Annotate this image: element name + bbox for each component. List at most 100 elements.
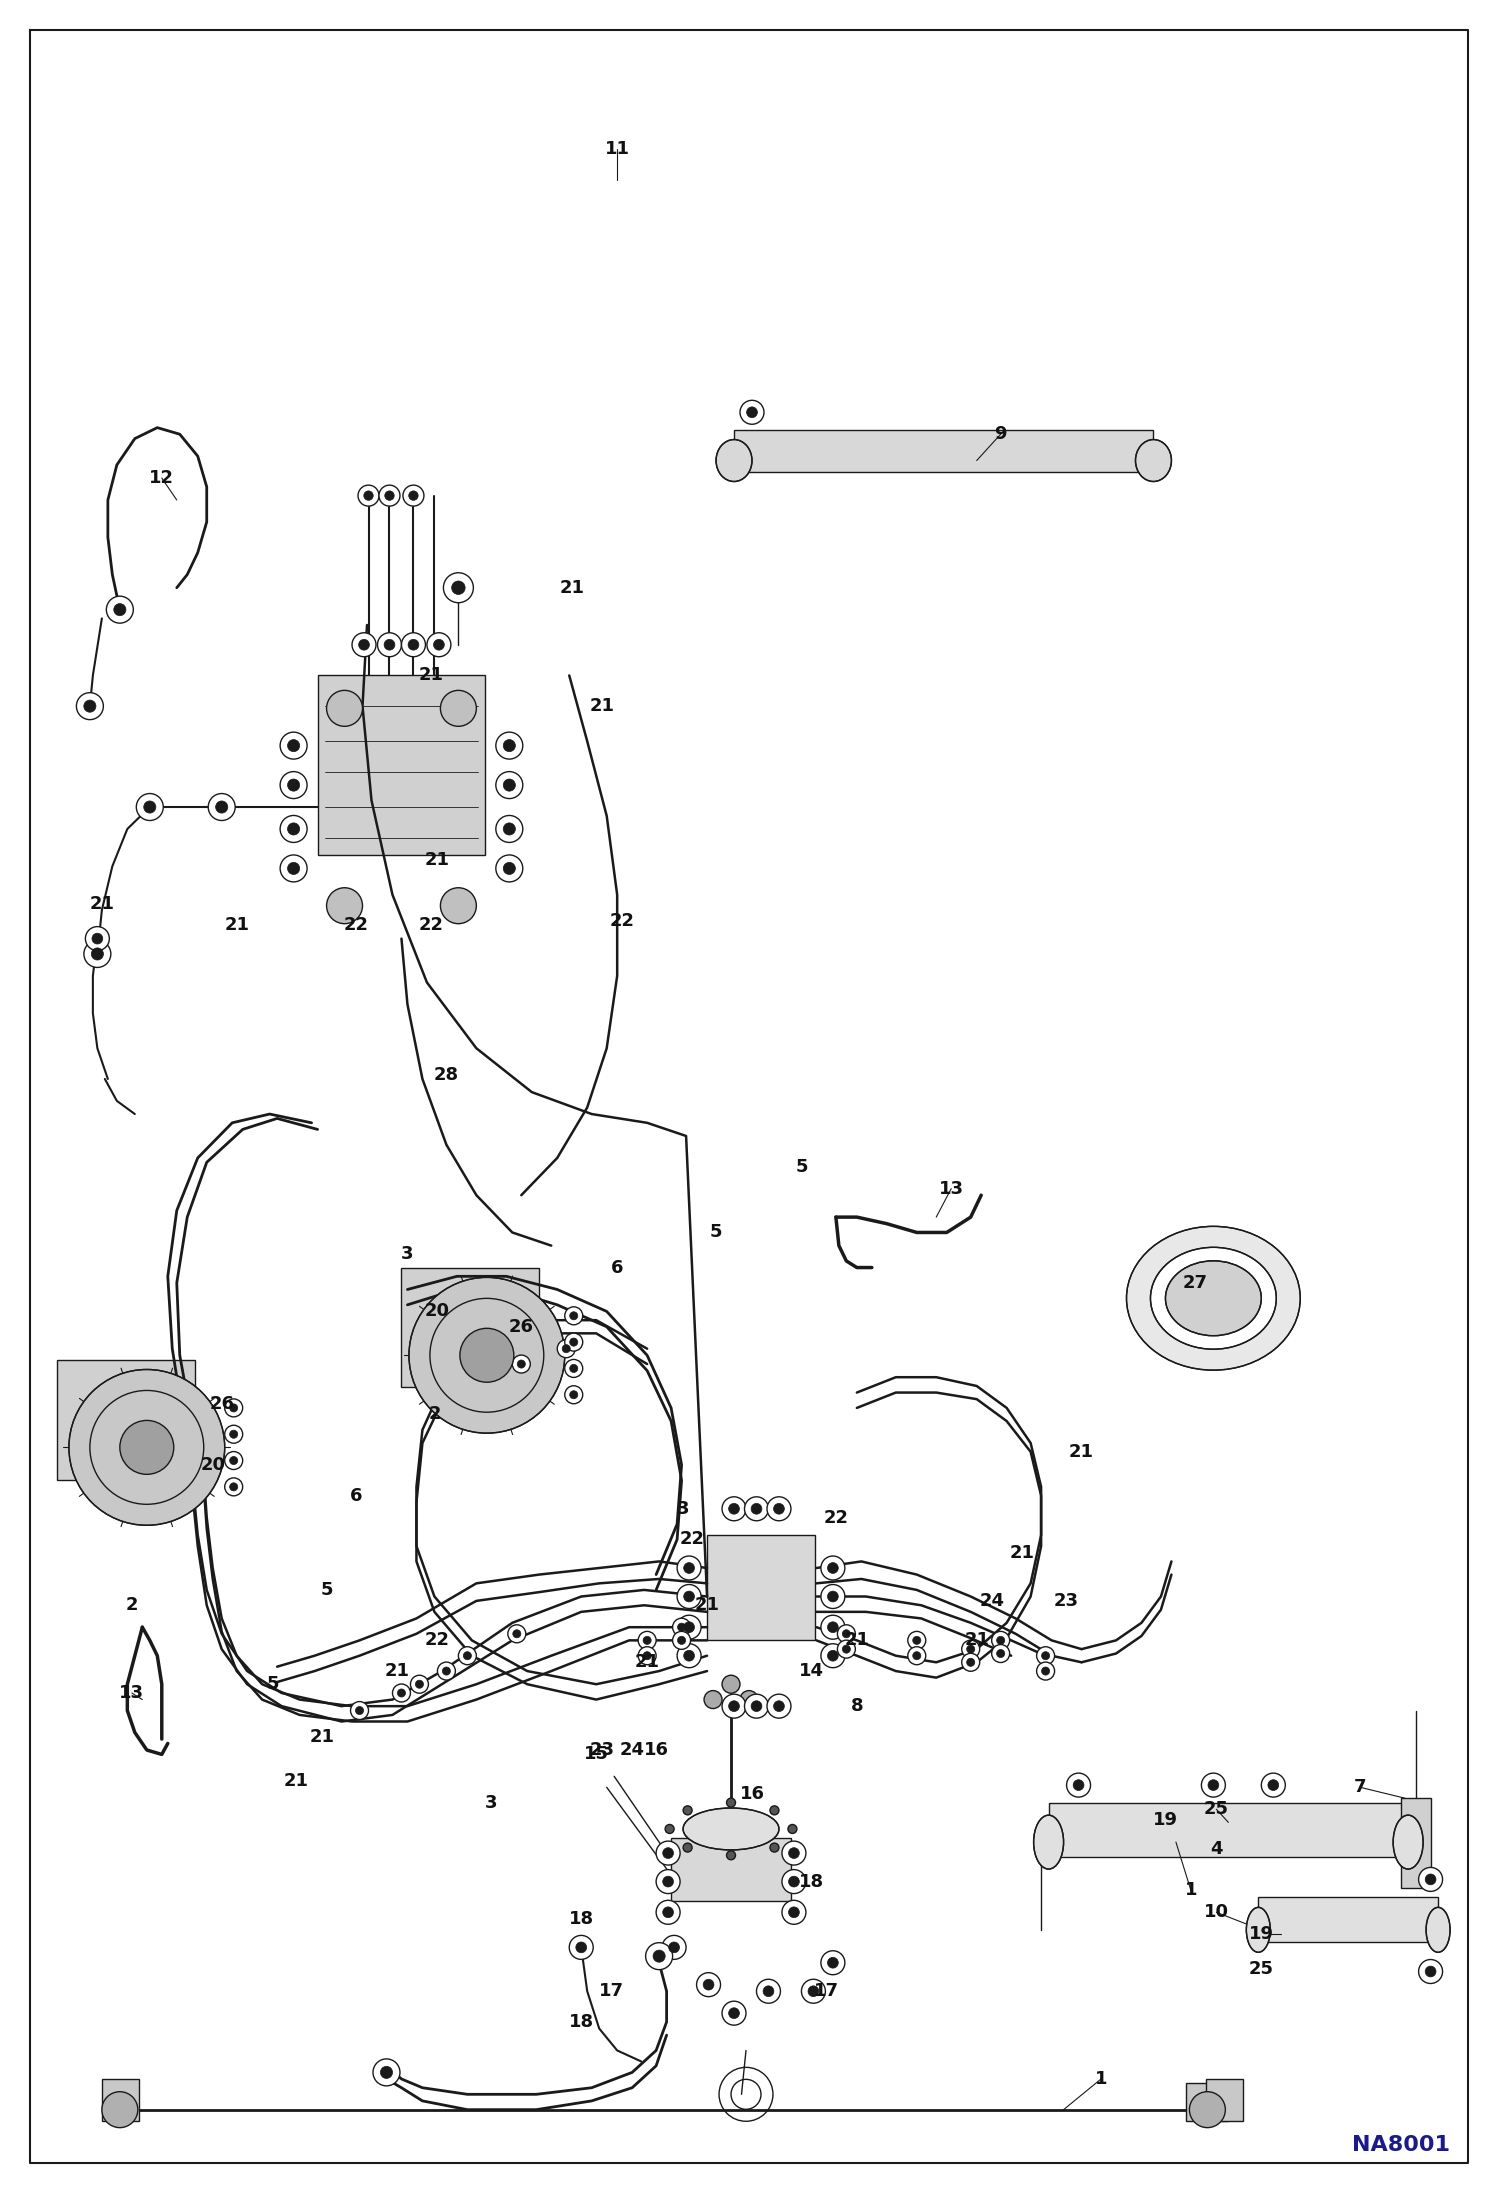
Text: 5: 5 bbox=[321, 1581, 333, 1599]
Ellipse shape bbox=[716, 439, 752, 482]
Circle shape bbox=[912, 1651, 921, 1660]
Circle shape bbox=[677, 1616, 701, 1638]
Circle shape bbox=[677, 1636, 686, 1645]
Circle shape bbox=[673, 1632, 691, 1649]
Circle shape bbox=[1425, 1875, 1437, 1884]
Circle shape bbox=[788, 1849, 800, 1857]
Text: 22: 22 bbox=[345, 917, 369, 934]
Bar bbox=[1049, 1803, 1408, 1857]
Circle shape bbox=[643, 1636, 652, 1645]
Circle shape bbox=[912, 1636, 921, 1645]
Text: 21: 21 bbox=[385, 1662, 409, 1680]
Circle shape bbox=[908, 1632, 926, 1649]
Circle shape bbox=[512, 1629, 521, 1638]
Text: 23: 23 bbox=[590, 1741, 614, 1759]
Circle shape bbox=[280, 732, 307, 759]
Circle shape bbox=[452, 581, 464, 594]
Circle shape bbox=[569, 1338, 578, 1347]
Circle shape bbox=[569, 1364, 578, 1373]
Circle shape bbox=[683, 1623, 695, 1632]
Circle shape bbox=[355, 1706, 364, 1715]
Text: 12: 12 bbox=[150, 469, 174, 487]
Text: 25: 25 bbox=[1204, 1800, 1228, 1818]
Circle shape bbox=[821, 1586, 845, 1607]
Text: 24: 24 bbox=[620, 1741, 644, 1759]
Circle shape bbox=[656, 1871, 680, 1893]
Circle shape bbox=[837, 1625, 855, 1643]
Text: 21: 21 bbox=[635, 1654, 659, 1671]
Circle shape bbox=[638, 1647, 656, 1664]
Circle shape bbox=[966, 1658, 975, 1667]
Circle shape bbox=[508, 1625, 526, 1643]
Circle shape bbox=[565, 1386, 583, 1404]
Text: 21: 21 bbox=[1010, 1544, 1034, 1561]
Text: 16: 16 bbox=[644, 1741, 668, 1759]
Circle shape bbox=[827, 1651, 839, 1660]
Circle shape bbox=[727, 1851, 736, 1860]
Circle shape bbox=[216, 800, 228, 814]
Circle shape bbox=[144, 800, 156, 814]
Circle shape bbox=[827, 1564, 839, 1572]
Circle shape bbox=[569, 1936, 593, 1958]
Circle shape bbox=[1073, 1781, 1085, 1789]
Circle shape bbox=[229, 1456, 238, 1465]
Circle shape bbox=[1037, 1647, 1055, 1664]
Circle shape bbox=[762, 1987, 774, 1996]
Circle shape bbox=[503, 862, 515, 875]
Text: 20: 20 bbox=[425, 1303, 449, 1320]
Circle shape bbox=[966, 1645, 975, 1654]
Circle shape bbox=[512, 1355, 530, 1373]
Circle shape bbox=[677, 1586, 701, 1607]
Circle shape bbox=[677, 1557, 701, 1579]
Circle shape bbox=[208, 794, 235, 820]
Text: 22: 22 bbox=[824, 1509, 848, 1526]
Circle shape bbox=[683, 1592, 695, 1601]
Ellipse shape bbox=[683, 1807, 779, 1851]
Circle shape bbox=[801, 1980, 825, 2002]
Circle shape bbox=[373, 2059, 400, 2086]
Circle shape bbox=[703, 1980, 715, 1989]
Circle shape bbox=[842, 1645, 851, 1654]
Text: NA8001: NA8001 bbox=[1351, 2134, 1450, 2156]
Circle shape bbox=[517, 1360, 526, 1368]
Circle shape bbox=[565, 1333, 583, 1351]
Circle shape bbox=[782, 1871, 806, 1893]
Circle shape bbox=[665, 1825, 674, 1833]
Circle shape bbox=[565, 1360, 583, 1377]
Circle shape bbox=[575, 1943, 587, 1952]
Circle shape bbox=[646, 1943, 673, 1969]
Circle shape bbox=[782, 1842, 806, 1864]
Circle shape bbox=[807, 1987, 819, 1996]
Bar bbox=[57, 1360, 195, 1480]
Circle shape bbox=[770, 1805, 779, 1816]
Text: 13: 13 bbox=[120, 1684, 144, 1702]
Circle shape bbox=[288, 822, 300, 836]
Circle shape bbox=[745, 1695, 768, 1717]
Circle shape bbox=[114, 603, 126, 616]
Circle shape bbox=[327, 888, 363, 923]
Text: 11: 11 bbox=[605, 140, 629, 158]
Circle shape bbox=[225, 1452, 243, 1469]
Text: 21: 21 bbox=[225, 917, 249, 934]
Circle shape bbox=[496, 816, 523, 842]
Circle shape bbox=[229, 1404, 238, 1412]
Circle shape bbox=[383, 640, 395, 649]
Ellipse shape bbox=[1034, 1816, 1064, 1868]
Circle shape bbox=[440, 691, 476, 726]
Circle shape bbox=[503, 822, 515, 836]
Circle shape bbox=[565, 1307, 583, 1325]
Circle shape bbox=[1037, 1662, 1055, 1680]
Circle shape bbox=[385, 491, 394, 500]
Circle shape bbox=[827, 1592, 839, 1601]
Text: 23: 23 bbox=[1055, 1592, 1079, 1610]
Circle shape bbox=[136, 794, 163, 820]
Circle shape bbox=[662, 1936, 686, 1958]
Circle shape bbox=[821, 1616, 845, 1638]
Circle shape bbox=[380, 2066, 392, 2079]
Text: 21: 21 bbox=[965, 1632, 989, 1649]
Text: 4: 4 bbox=[1210, 1840, 1222, 1857]
Circle shape bbox=[653, 1950, 665, 1963]
Circle shape bbox=[740, 1691, 758, 1708]
Circle shape bbox=[782, 1901, 806, 1923]
Circle shape bbox=[397, 1689, 406, 1697]
